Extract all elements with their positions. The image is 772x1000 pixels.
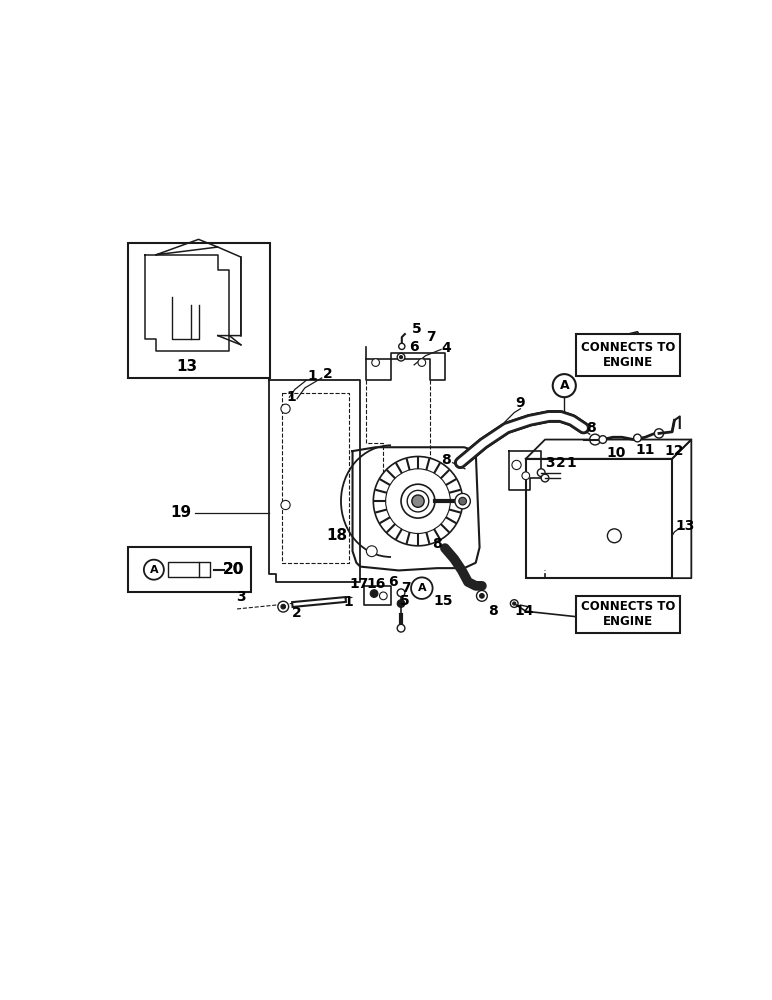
- Bar: [576, 334, 680, 376]
- Text: 5: 5: [411, 322, 422, 336]
- Circle shape: [397, 600, 405, 607]
- Circle shape: [398, 343, 405, 349]
- Text: 11: 11: [635, 443, 655, 457]
- Circle shape: [590, 434, 601, 445]
- Circle shape: [281, 500, 290, 510]
- Circle shape: [407, 490, 428, 512]
- Text: 20: 20: [222, 562, 244, 577]
- Text: 18: 18: [327, 528, 347, 543]
- Text: 14: 14: [514, 604, 534, 618]
- Circle shape: [411, 577, 432, 599]
- Circle shape: [634, 434, 642, 442]
- Text: 1: 1: [286, 390, 296, 404]
- Text: 6: 6: [409, 340, 419, 354]
- Circle shape: [476, 590, 487, 601]
- Circle shape: [399, 356, 402, 359]
- Circle shape: [553, 374, 576, 397]
- Bar: [576, 596, 680, 633]
- Text: 8: 8: [488, 604, 497, 618]
- Circle shape: [655, 429, 664, 438]
- Text: 9: 9: [516, 396, 525, 410]
- Circle shape: [411, 495, 424, 507]
- Circle shape: [386, 469, 450, 533]
- Circle shape: [522, 472, 530, 480]
- Text: 17: 17: [349, 577, 368, 591]
- Text: 2: 2: [293, 606, 302, 620]
- Circle shape: [397, 353, 405, 361]
- Circle shape: [374, 456, 462, 546]
- Text: 5: 5: [400, 594, 410, 608]
- Circle shape: [455, 493, 470, 509]
- Bar: [127, 547, 251, 592]
- Text: 13: 13: [676, 519, 695, 533]
- Bar: [526, 459, 672, 578]
- Text: 2: 2: [323, 367, 333, 381]
- Circle shape: [513, 602, 516, 605]
- Circle shape: [510, 600, 518, 607]
- Circle shape: [397, 589, 405, 597]
- Text: 20: 20: [222, 562, 244, 577]
- Text: 1: 1: [307, 369, 317, 383]
- Text: CONNECTS TO
ENGINE: CONNECTS TO ENGINE: [581, 600, 676, 628]
- Text: 3: 3: [236, 590, 245, 604]
- Text: 1: 1: [344, 595, 354, 609]
- Circle shape: [372, 359, 380, 366]
- Text: 8: 8: [587, 421, 596, 435]
- Circle shape: [459, 497, 466, 505]
- Circle shape: [281, 404, 290, 413]
- Circle shape: [541, 474, 549, 482]
- Text: 2: 2: [556, 456, 565, 470]
- Circle shape: [278, 601, 289, 612]
- Text: A: A: [150, 565, 158, 575]
- Text: CONNECTS TO
ENGINE: CONNECTS TO ENGINE: [581, 341, 676, 369]
- Text: A: A: [560, 379, 569, 392]
- Text: 19: 19: [171, 505, 191, 520]
- Text: A: A: [418, 583, 426, 593]
- Bar: [168, 562, 198, 577]
- Circle shape: [367, 546, 378, 557]
- Circle shape: [144, 560, 164, 580]
- Bar: [127, 243, 270, 378]
- Text: 12: 12: [665, 444, 684, 458]
- Text: 4: 4: [442, 341, 452, 355]
- Text: 6: 6: [388, 575, 398, 589]
- Text: 8: 8: [432, 536, 442, 550]
- Circle shape: [537, 469, 545, 477]
- Circle shape: [397, 624, 405, 632]
- Text: 8: 8: [442, 453, 452, 467]
- Circle shape: [371, 590, 378, 597]
- Text: 10: 10: [606, 446, 625, 460]
- Text: 16: 16: [366, 577, 385, 591]
- Circle shape: [418, 359, 425, 366]
- Text: 7: 7: [401, 581, 411, 595]
- Circle shape: [608, 529, 621, 543]
- Circle shape: [512, 460, 521, 470]
- Circle shape: [401, 484, 435, 518]
- Circle shape: [281, 604, 286, 609]
- Circle shape: [599, 436, 607, 443]
- Circle shape: [479, 594, 484, 598]
- Text: 13: 13: [177, 359, 198, 374]
- Circle shape: [380, 592, 388, 600]
- Text: 3: 3: [545, 456, 554, 470]
- Text: 7: 7: [426, 330, 436, 344]
- Text: 15: 15: [434, 594, 453, 608]
- Text: 1: 1: [567, 456, 576, 470]
